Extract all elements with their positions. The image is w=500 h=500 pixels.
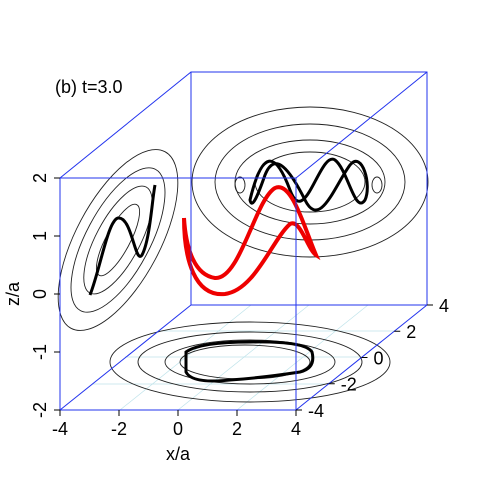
left-projection	[88, 184, 157, 296]
x-tick-label: 0	[173, 419, 183, 439]
z-tick-label: -2	[30, 402, 50, 418]
y-tick-label: 2	[406, 322, 416, 342]
x-axis-title: x/a	[166, 444, 191, 464]
chart-title: (b) t=3.0	[55, 77, 123, 97]
z-tick-label: -1	[30, 344, 50, 360]
floor-projection	[184, 340, 315, 383]
x-tick-label: -4	[52, 419, 68, 439]
y-tick-label: 4	[439, 296, 449, 316]
y-tick-label: -2	[341, 375, 357, 395]
y-tick-label: -4	[308, 401, 324, 421]
left-contours	[57, 149, 179, 331]
x-tick-label: 4	[291, 419, 301, 439]
x-tick-label: 2	[232, 419, 242, 439]
y-tick-label: 0	[374, 348, 384, 368]
z-axis-title: z/a	[3, 281, 23, 306]
z-tick-label: 1	[30, 231, 50, 241]
z-tick-label: 0	[30, 289, 50, 299]
x-tick-label: -2	[111, 419, 127, 439]
z-tick-label: 2	[30, 173, 50, 183]
trajectory	[182, 185, 321, 297]
back-projection	[248, 157, 369, 212]
